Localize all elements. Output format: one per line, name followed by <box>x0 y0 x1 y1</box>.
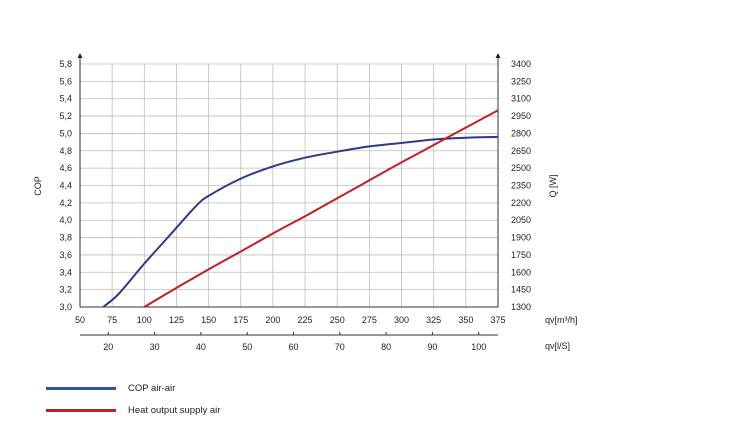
x-secondary-tick-label: 70 <box>335 342 345 352</box>
y-left-tick-label: 5,2 <box>59 111 72 121</box>
y-left-tick-label: 5,8 <box>59 59 72 69</box>
y-right-tick-label: 3400 <box>511 59 531 69</box>
x-secondary-tick-label: 40 <box>196 342 206 352</box>
x-primary-tick-label: 50 <box>75 315 85 325</box>
y-right-tick-label: 3250 <box>511 76 531 86</box>
y-right-tick-label: 1900 <box>511 233 531 243</box>
y-right-tick-label: 1750 <box>511 250 531 260</box>
x-secondary-axis-label: qv[l/S] <box>545 341 570 351</box>
x-secondary-tick-label: 60 <box>288 342 298 352</box>
x-primary-tick-label: 250 <box>330 315 345 325</box>
y-right-axis-label: Q [W] <box>548 175 558 198</box>
x-primary-tick-label: 325 <box>426 315 441 325</box>
y-left-tick-label: 4,8 <box>59 146 72 156</box>
grid <box>79 63 499 308</box>
y-right-tick-label: 2350 <box>511 181 531 191</box>
y-left-tick-label: 4,6 <box>59 163 72 173</box>
tick-labels: 3,0 1300 3,2 1450 3,4 1600 3,6 1750 3,8 1900 4,0 20… <box>59 59 531 352</box>
x-secondary-tick-label: 50 <box>242 342 252 352</box>
y-left-tick-label: 3,4 <box>59 267 72 277</box>
y-right-tick-label: 2650 <box>511 146 531 156</box>
y-right-tick-label: 2500 <box>511 163 531 173</box>
y-left-tick-label: 4,2 <box>59 198 72 208</box>
x-secondary-tick-label: 30 <box>150 342 160 352</box>
legend: COP air-air Heat output supply air <box>46 378 220 422</box>
y-right-arrow <box>495 53 501 58</box>
legend-label-cop: COP air-air <box>128 382 176 394</box>
x-primary-tick-label: 125 <box>169 315 184 325</box>
y-right-tick-label: 2950 <box>511 111 531 121</box>
y-left-axis-label: COP <box>33 176 43 196</box>
y-left-tick-label: 3,8 <box>59 233 72 243</box>
legend-label-heat: Heat output supply air <box>128 404 221 416</box>
legend-swatch-cop <box>46 386 116 390</box>
x-primary-tick-label: 150 <box>201 315 216 325</box>
y-left-tick-label: 4,4 <box>59 181 72 191</box>
y-right-tick-label: 1450 <box>511 285 531 295</box>
y-right-tick-label: 1300 <box>511 302 531 312</box>
y-right-tick-label: 2050 <box>511 215 531 225</box>
x-secondary-tick-label: 80 <box>381 342 391 352</box>
legend-swatch-heat <box>46 408 116 412</box>
y-left-arrow <box>77 53 83 58</box>
series-layer <box>102 109 499 308</box>
y-right-tick-label: 3100 <box>511 94 531 104</box>
x-primary-axis-label: qv[m³/h] <box>545 315 578 325</box>
x-primary-tick-label: 300 <box>394 315 409 325</box>
x-primary-tick-label: 175 <box>233 315 248 325</box>
x-secondary-tick-label: 90 <box>427 342 437 352</box>
y-left-tick-label: 5,6 <box>59 76 72 86</box>
y-left-tick-label: 5,0 <box>59 128 72 138</box>
y-left-tick-label: 3,0 <box>59 302 72 312</box>
legend-item-heat: Heat output supply air <box>46 400 220 420</box>
y-right-tick-label: 2800 <box>511 128 531 138</box>
x-secondary-tick-label: 20 <box>103 342 113 352</box>
series-line-heat-output <box>143 109 499 308</box>
y-left-tick-label: 4,0 <box>59 215 72 225</box>
y-right-tick-label: 2200 <box>511 198 531 208</box>
x-primary-tick-label: 75 <box>107 315 117 325</box>
y-right-tick-label: 1600 <box>511 267 531 277</box>
y-left-tick-label: 5,4 <box>59 94 72 104</box>
y-left-tick-label: 3,2 <box>59 285 72 295</box>
x-secondary-tick-label: 100 <box>471 342 486 352</box>
x-primary-tick-label: 100 <box>137 315 152 325</box>
legend-item-cop: COP air-air <box>46 378 220 398</box>
y-left-tick-label: 3,6 <box>59 250 72 260</box>
x-primary-tick-label: 375 <box>490 315 505 325</box>
x-primary-tick-label: 275 <box>362 315 377 325</box>
x-primary-tick-label: 225 <box>298 315 313 325</box>
axes <box>77 53 501 336</box>
x-primary-tick-label: 200 <box>265 315 280 325</box>
series-line-cop <box>102 135 499 308</box>
x-primary-tick-label: 350 <box>458 315 473 325</box>
